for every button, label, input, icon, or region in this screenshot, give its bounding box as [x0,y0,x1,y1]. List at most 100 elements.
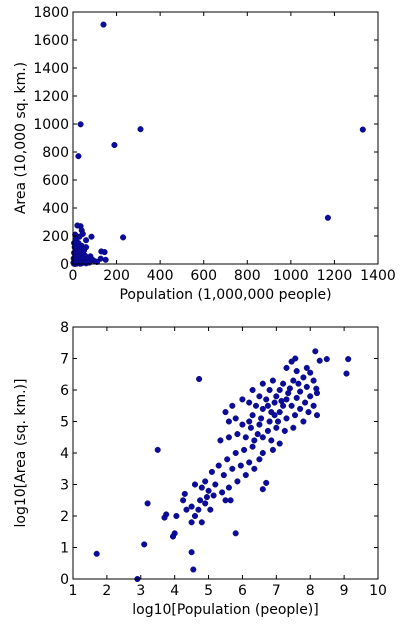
data-point [276,440,283,447]
data-point [77,121,84,128]
data-point [312,348,319,355]
data-point [307,393,314,400]
data-point [225,484,232,491]
data-point [343,370,350,377]
data-point [259,434,266,441]
data-point [300,418,307,425]
y-tick-label: 600 [42,173,69,189]
data-point [210,492,217,499]
data-point [239,396,246,403]
data-point [297,405,304,412]
data-point [183,506,190,513]
x-tick-label: 1200 [317,268,353,284]
data-point [268,437,275,444]
data-point [259,380,266,387]
data-point [274,418,282,425]
x-tick-label: 0 [69,268,78,284]
data-point [191,481,199,488]
data-point [188,519,195,526]
data-point [280,380,287,387]
data-point [256,393,263,400]
y-tick-label: 1200 [33,89,69,105]
data-point [313,412,321,419]
data-point [217,437,224,444]
data-point [203,494,210,501]
data-point [276,409,283,416]
data-point [93,258,101,265]
data-point [161,514,168,521]
x-tick-label: 5 [204,583,213,599]
data-point [229,465,236,472]
data-point [222,497,229,504]
data-point [101,249,108,256]
data-point [72,260,80,267]
data-point [224,456,231,463]
data-point [137,126,144,133]
y-axis-label: Area (10,000 sq. km.) [13,62,29,214]
y-tick-label: 1600 [33,33,69,49]
data-point [234,478,241,485]
data-point [111,141,118,149]
data-point [120,234,127,241]
data-point [264,402,271,409]
data-point [191,512,199,520]
data-point [290,377,297,384]
x-tick-label: 400 [147,268,174,284]
data-point [88,233,95,240]
data-point [198,519,205,526]
x-axis-label: Population (1,000,000 people) [119,287,331,303]
data-point [74,222,81,229]
x-tick-label: 6 [238,583,247,599]
data-point [256,456,263,463]
data-point [291,412,299,419]
data-point [295,380,302,387]
data-point [251,437,258,444]
data-point [205,487,212,494]
data-point [288,402,295,409]
data-point [239,421,246,428]
y-tick-label: 1 [60,541,69,557]
data-point [271,412,278,419]
data-point [100,21,107,28]
data-point [222,409,229,416]
data-point [297,388,304,395]
data-point [246,418,253,425]
data-point [251,465,258,472]
data-point [144,500,151,507]
x-tick-label: 600 [190,268,217,284]
data-point [283,364,290,371]
data-point [254,431,261,438]
y-tick-label: 800 [42,145,69,161]
data-point [259,486,266,493]
x-tick-label: 800 [234,268,261,284]
data-point [324,214,331,221]
y-tick-label: 3 [60,478,69,494]
data-point [242,434,249,441]
data-point [219,489,226,496]
data-point [180,497,187,504]
data-point [249,386,256,394]
data-point [323,356,330,363]
data-point [278,397,285,405]
y-tick-label: 1000 [33,117,69,133]
plot-population-vs-area: 0 200 400 600 800 1000 1200 1400 0 200 400 600 800 10… [13,5,396,303]
y-axis-label: log10[Area (sq. km.)] [13,379,29,528]
data-point [273,424,280,431]
data-point [215,462,222,469]
data-point [196,375,203,383]
y-tick-label: 200 [42,229,69,245]
data-point [290,424,297,431]
data-point [225,418,232,425]
data-point [234,431,241,438]
data-point [307,369,314,376]
data-point [83,237,90,244]
data-point [232,530,239,537]
data-point [310,402,317,409]
data-point [258,415,265,422]
data-point [345,356,352,363]
data-point [269,446,276,453]
data-point [283,396,290,403]
data-point [266,386,273,394]
data-point [293,394,300,401]
